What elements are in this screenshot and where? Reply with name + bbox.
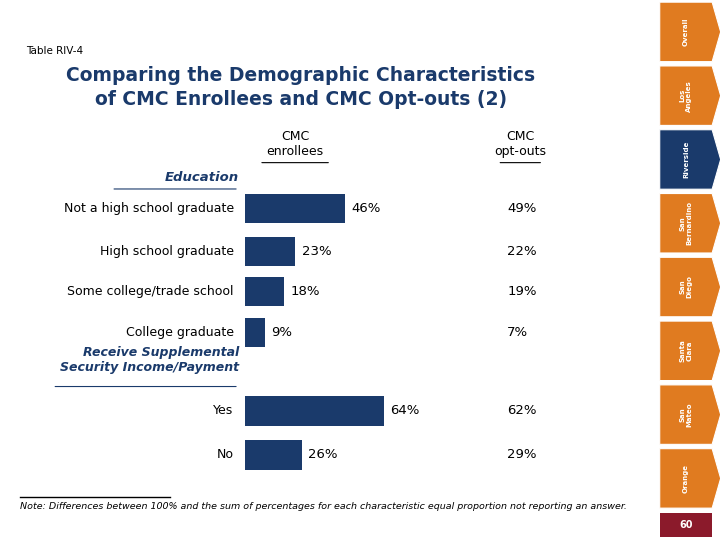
Text: 26%: 26%	[308, 448, 338, 461]
Text: Receive Supplemental
Security Income/Payment: Receive Supplemental Security Income/Pay…	[60, 346, 239, 374]
Text: CMC
opt-outs: CMC opt-outs	[495, 130, 546, 158]
Text: College graduate: College graduate	[126, 326, 234, 339]
Bar	[246, 318, 265, 347]
Text: CMC
enrollees: CMC enrollees	[266, 130, 324, 158]
Polygon shape	[660, 449, 720, 508]
Bar	[246, 440, 302, 470]
Text: 60: 60	[679, 520, 693, 530]
Text: Education: Education	[165, 171, 239, 184]
Polygon shape	[660, 321, 720, 381]
Bar	[246, 277, 284, 307]
Text: High school graduate: High school graduate	[99, 245, 234, 258]
Bar	[246, 237, 295, 266]
Bar	[660, 513, 712, 537]
Polygon shape	[660, 257, 720, 317]
Text: No: No	[217, 448, 234, 461]
Polygon shape	[660, 66, 720, 125]
Bar	[246, 193, 345, 223]
Text: 64%: 64%	[390, 404, 420, 417]
Text: San
Diego: San Diego	[680, 275, 693, 299]
Text: Table RIV-4: Table RIV-4	[26, 46, 84, 56]
Text: San
Bernardino: San Bernardino	[680, 201, 693, 245]
Text: Santa
Clara: Santa Clara	[680, 340, 693, 362]
Text: 7%: 7%	[507, 326, 528, 339]
Text: 19%: 19%	[507, 285, 536, 298]
Text: Some college/trade school: Some college/trade school	[67, 285, 234, 298]
Text: 18%: 18%	[291, 285, 320, 298]
Text: Overall: Overall	[683, 18, 689, 46]
Text: Not a high school graduate: Not a high school graduate	[63, 202, 234, 215]
Text: Yes: Yes	[213, 404, 234, 417]
Text: Los
Angeles: Los Angeles	[680, 80, 693, 112]
Text: Riverside County: Riverside County	[254, 6, 400, 22]
Text: 22%: 22%	[507, 245, 537, 258]
Bar	[246, 396, 384, 426]
Text: San
Mateo: San Mateo	[680, 402, 693, 427]
Text: 49%: 49%	[507, 202, 536, 215]
Text: Riverside: Riverside	[683, 141, 689, 178]
Text: 9%: 9%	[271, 326, 292, 339]
Polygon shape	[660, 385, 720, 444]
Polygon shape	[660, 193, 720, 253]
Polygon shape	[660, 2, 720, 62]
Polygon shape	[660, 130, 720, 189]
Text: 46%: 46%	[351, 202, 381, 215]
Text: 29%: 29%	[507, 448, 536, 461]
Text: 62%: 62%	[507, 404, 536, 417]
Text: Note: Differences between 100% and the sum of percentages for each characteristi: Note: Differences between 100% and the s…	[19, 502, 626, 511]
Text: Comparing the Demographic Characteristics
of CMC Enrollees and CMC Opt-outs (2): Comparing the Demographic Characteristic…	[66, 66, 536, 109]
Text: Orange: Orange	[683, 464, 689, 493]
Text: 23%: 23%	[302, 245, 331, 258]
